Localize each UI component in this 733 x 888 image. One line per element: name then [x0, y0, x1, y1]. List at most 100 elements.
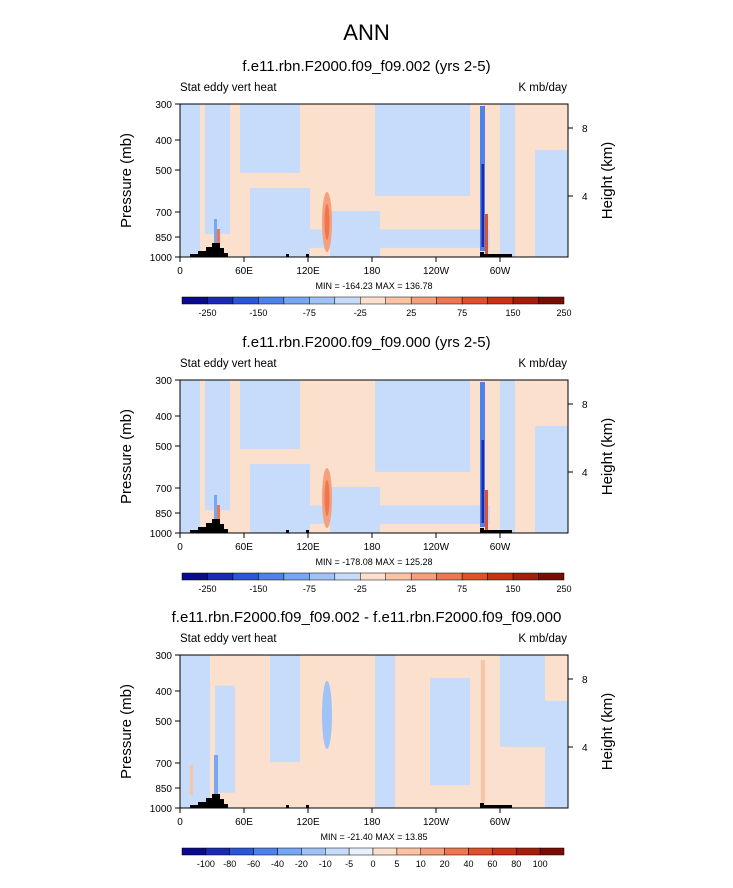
positive-column-feature	[485, 490, 488, 530]
colorbar-label: 100	[533, 859, 548, 869]
y-tick-label: 700	[155, 759, 172, 770]
y-tick-label: 850	[155, 784, 172, 795]
positive-column-feature	[481, 660, 485, 803]
colorbar-label: 75	[457, 308, 467, 318]
plot-frame	[179, 103, 569, 258]
x-tick-label: 120W	[423, 266, 450, 277]
topography-mask	[220, 524, 224, 533]
negative-column-feature	[214, 495, 217, 520]
colorbar-swatch	[205, 847, 230, 856]
y-axis-label: Pressure (mb)	[118, 133, 135, 228]
x-tick-label: 0	[177, 266, 183, 277]
min-max-label: MIN = -21.40 MAX = 13.85	[320, 832, 428, 842]
colorbar-label: -60	[247, 859, 260, 869]
colorbar-label: -5	[345, 859, 353, 869]
colorbar-label: -75	[303, 308, 316, 318]
x-tick-label: 0	[177, 542, 183, 553]
colorbar-swatch	[396, 847, 421, 856]
topography-mask	[206, 798, 212, 808]
panel-title: f.e11.rbn.F2000.f09_f09.000 (yrs 2-5)	[242, 334, 491, 351]
colorbar-label: -150	[249, 584, 267, 594]
colorbar-label: 5	[394, 859, 399, 869]
colorbar-label: 250	[556, 584, 571, 594]
topography-mask	[484, 530, 512, 533]
negative-region	[300, 229, 490, 248]
y-tick-label: 400	[155, 687, 172, 698]
negative-region	[500, 655, 545, 747]
positive-column-core	[324, 480, 330, 516]
variable-label: Stat eddy vert heat	[180, 358, 277, 370]
negative-region	[535, 149, 568, 257]
colorbar-label: 60	[487, 859, 497, 869]
positive-column-core	[324, 204, 330, 240]
topography-mask	[484, 805, 512, 808]
topography-mask	[212, 519, 220, 533]
colorbar-label: 40	[463, 859, 473, 869]
x-tick-label: 60E	[235, 542, 253, 553]
min-max-label: MIN = -164.23 MAX = 136.78	[315, 281, 433, 291]
x-tick-label: 120E	[296, 266, 320, 277]
negative-region	[300, 505, 490, 524]
colorbar-label: 25	[406, 308, 416, 318]
x-tick-label: 60E	[235, 817, 253, 828]
main-title: ANN	[343, 20, 390, 45]
colorbar-swatch	[538, 296, 565, 305]
variable-label: Stat eddy vert heat	[180, 633, 277, 645]
topography-mask	[206, 523, 212, 533]
colorbar-swatch	[348, 847, 374, 856]
topography-mask	[212, 794, 220, 808]
negative-region	[215, 685, 235, 793]
y-tick-label: 1000	[150, 804, 173, 815]
negative-region	[270, 655, 300, 763]
topography-mask	[306, 530, 309, 533]
colorbar-swatch	[468, 847, 493, 856]
negative-region	[500, 380, 515, 533]
topography-mask	[480, 803, 484, 808]
colorbar-label: 75	[457, 584, 467, 594]
y-tick-label: 300	[155, 376, 172, 387]
topography-mask	[306, 254, 309, 257]
colorbar-label: 25	[406, 584, 416, 594]
y2-axis-label: Height (km)	[599, 693, 616, 771]
panel-title: f.e11.rbn.F2000.f09_f09.002 - f.e11.rbn.…	[171, 609, 562, 626]
y-tick-label: 300	[155, 100, 172, 111]
topography-mask	[212, 243, 220, 257]
negative-region	[545, 700, 568, 808]
x-tick-label: 120W	[423, 542, 450, 553]
y-tick-label: 850	[155, 233, 172, 244]
negative-region	[535, 425, 568, 533]
colorbar-label: -20	[295, 859, 308, 869]
topography-mask	[286, 805, 289, 808]
x-tick-label: 180	[364, 817, 381, 828]
topography-mask	[206, 247, 212, 257]
y2-tick-label: 4	[582, 192, 588, 203]
negative-region	[430, 677, 470, 786]
negative-region	[500, 104, 515, 257]
colorbar-label: -100	[197, 859, 215, 869]
y-tick-label: 1000	[150, 529, 173, 540]
colorbar-label: 80	[511, 859, 521, 869]
y2-tick-label: 8	[582, 124, 588, 135]
x-tick-label: 180	[364, 542, 381, 553]
y2-tick-label: 4	[582, 468, 588, 479]
colorbar-label: -10	[319, 859, 332, 869]
panel-title: f.e11.rbn.F2000.f09_f09.002 (yrs 2-5)	[242, 58, 491, 75]
negative-column-feature	[322, 681, 332, 749]
plot-frame	[179, 379, 569, 534]
min-max-label: MIN = -178.08 MAX = 125.28	[315, 557, 433, 567]
negative-region	[375, 380, 470, 472]
units-label: K mb/day	[518, 633, 567, 645]
y2-tick-label: 4	[582, 743, 588, 754]
negative-column-feature	[214, 219, 217, 244]
negative-column-feature	[214, 755, 218, 795]
x-tick-label: 60E	[235, 266, 253, 277]
negative-region	[240, 104, 300, 173]
positive-column-feature	[485, 214, 488, 254]
colorbar-swatch	[538, 572, 565, 581]
colorbar-swatch	[325, 847, 350, 856]
y-tick-label: 500	[155, 717, 172, 728]
colorbar-swatch	[229, 847, 254, 856]
y-tick-label: 400	[155, 136, 172, 147]
